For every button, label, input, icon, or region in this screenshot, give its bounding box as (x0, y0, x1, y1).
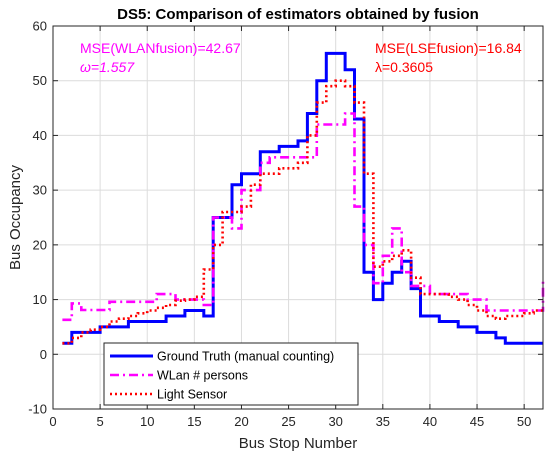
annotation-omega: ω=1.557 (80, 59, 135, 75)
legend-label-ground-truth: Ground Truth (manual counting) (157, 350, 334, 364)
y-tick-label: 20 (33, 237, 47, 252)
annotation-mse-wlan: MSE(WLANfusion)=42.67 (80, 40, 241, 56)
plot-frame (52, 25, 544, 410)
series-line-0 (62, 51, 543, 345)
x-axis-label: Bus Stop Number (239, 435, 357, 452)
y-tick-label: 0 (40, 347, 47, 362)
x-tick-label: 10 (140, 414, 154, 429)
y-axis-label: Bus Occupancy (7, 164, 24, 270)
y-tick-label: -10 (28, 402, 47, 417)
x-tick-label: 40 (423, 414, 437, 429)
chart-title: DS5: Comparison of estimators obtained b… (117, 6, 479, 23)
annotation-mse-lse: MSE(LSEfusion)=16.84 (375, 40, 522, 56)
legend: Ground Truth (manual counting) WLan # pe… (103, 342, 359, 406)
x-tick-label: 30 (328, 414, 342, 429)
x-tick-label: 35 (376, 414, 390, 429)
x-tick-label: 5 (96, 414, 103, 429)
series-lines (62, 51, 545, 345)
x-tick-label: 25 (281, 414, 295, 429)
y-tick-label: 30 (33, 183, 47, 198)
y-tick-label: 60 (33, 19, 47, 34)
x-tick-label: 0 (49, 414, 56, 429)
y-tick-label: 40 (33, 128, 47, 143)
x-tick-label: 45 (470, 414, 484, 429)
legend-label-light-sensor: Light Sensor (157, 388, 227, 402)
x-tick-label: 20 (234, 414, 248, 429)
x-tick-label: 50 (517, 414, 531, 429)
y-tick-label: 50 (33, 73, 47, 88)
y-tick-label: 10 (33, 292, 47, 307)
x-tick-label: 15 (187, 414, 201, 429)
series-line-2 (62, 79, 543, 345)
annotation-lambda: λ=0.3605 (375, 59, 433, 75)
legend-label-wlan: WLan # persons (157, 369, 248, 383)
series-line-1 (62, 112, 545, 322)
